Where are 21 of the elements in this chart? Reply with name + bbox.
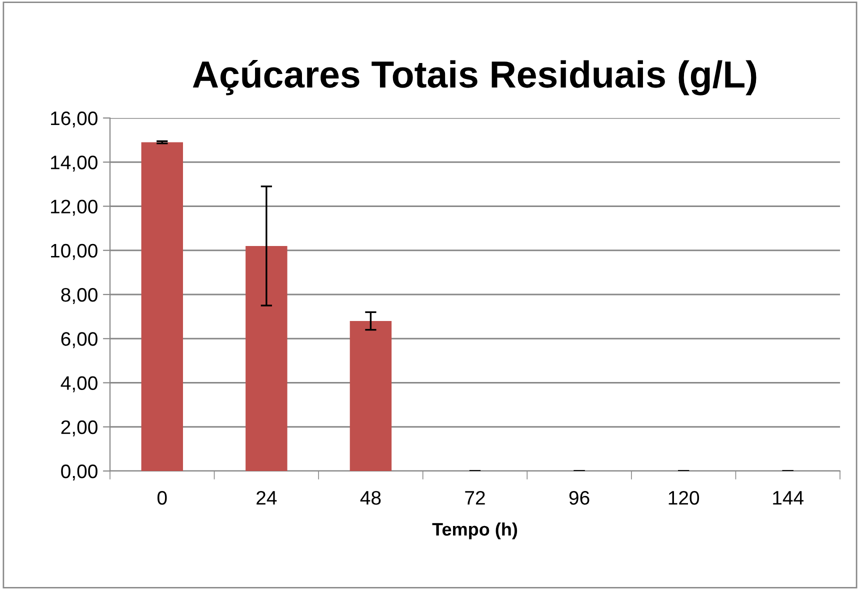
y-tick-label: 0,00	[61, 464, 98, 481]
x-tick-label: 96	[569, 490, 590, 505]
y-tick-label: 12,00	[51, 200, 98, 216]
y-tick-label: 8,00	[61, 288, 98, 304]
y-tick-label: 14,00	[51, 156, 98, 172]
y-tick-label: 16,00	[51, 111, 98, 128]
x-tick-label: 0	[157, 490, 167, 505]
y-tick-label: 2,00	[61, 420, 98, 436]
y-tick-label: 6,00	[61, 332, 98, 348]
x-tick-label: 24	[256, 490, 277, 505]
bar	[141, 142, 183, 471]
chart-title: Açúcares Totais Residuais (g/L)	[192, 60, 756, 96]
y-tick-label: 4,00	[60, 376, 98, 392]
bar	[246, 246, 288, 471]
bar	[350, 320, 392, 471]
x-tick-label: 48	[360, 490, 381, 505]
x-tick-label: 72	[465, 490, 485, 505]
x-tick-label: 144	[773, 491, 804, 505]
y-tick-label: 10,00	[51, 244, 98, 260]
x-tick-label: 120	[668, 490, 700, 505]
x-axis-title: Tempo (h)	[432, 522, 518, 540]
